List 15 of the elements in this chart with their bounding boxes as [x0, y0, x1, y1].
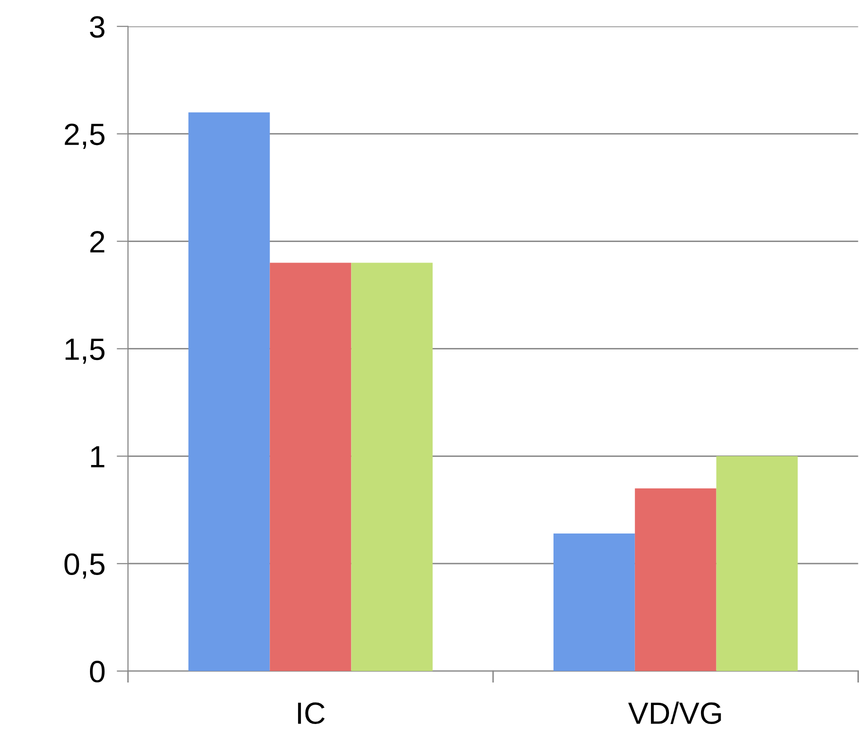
y-tick-label: 0,5	[64, 553, 104, 579]
x-tick-label: IC	[298, 702, 325, 724]
bar	[188, 112, 270, 672]
y-tick-label: 1,5	[66, 338, 104, 364]
bar	[270, 262, 352, 672]
bar	[634, 488, 716, 672]
bar	[716, 456, 798, 672]
y-tick-label: 0	[90, 660, 105, 682]
bar	[351, 262, 433, 672]
x-tick-label: VD/VG	[628, 702, 721, 724]
y-tick-label: 3	[90, 16, 104, 38]
bar	[553, 534, 635, 672]
y-tick-label: 2	[90, 231, 104, 252]
y-tick-label: 2,5	[64, 124, 104, 149]
y-tick-label: 1	[91, 446, 104, 468]
